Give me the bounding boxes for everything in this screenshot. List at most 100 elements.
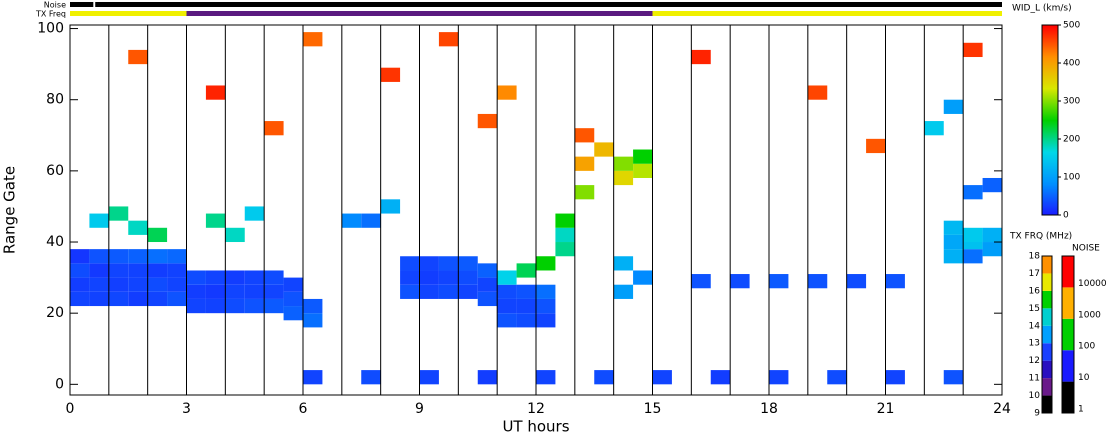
cell [594,370,614,385]
cell [244,206,265,221]
cell [982,177,1002,193]
cell [283,306,303,321]
cell [167,277,187,292]
colorbar-swatch [1042,83,1058,86]
cell [438,256,459,271]
colorbar-swatch [1042,193,1058,196]
colorbar-swatch [1042,71,1058,74]
freq-tick-label: 12 [1029,356,1040,366]
colorbar-swatch [1042,121,1058,124]
cell [613,170,634,186]
colorbar-swatch [1042,95,1058,98]
cell [516,284,536,299]
cell [633,270,653,285]
colorbar-swatch [1042,195,1058,198]
cell [303,298,323,314]
cell [419,284,439,299]
cell [108,206,129,221]
colorbar-swatch [1042,171,1058,174]
colorbar-tick-label: 400 [1063,59,1080,69]
cell [516,263,536,278]
cell [303,313,323,328]
colorbar-swatch [1042,173,1058,176]
colorbar-tick-label: 500 [1063,21,1080,31]
cell [186,270,206,285]
cell [555,213,575,228]
colorbar-swatch [1042,107,1058,110]
colorbar-swatch [1042,77,1058,80]
freq-label: TX Freq [35,10,66,19]
cell [147,277,168,292]
colorbar-swatch [1042,169,1058,172]
cell [128,220,148,235]
x-axis-label: UT hours [502,418,569,435]
cell [885,370,905,385]
colorbar-swatch [1042,191,1058,194]
colorbar-swatch [1042,87,1058,90]
freq-swatch [1042,360,1052,379]
noise-swatch [1062,350,1074,382]
colorbar-swatch [1042,139,1058,142]
colorbar-swatch [1042,127,1058,130]
cell [108,291,129,307]
cell [147,291,168,307]
colorbar-swatch [1042,117,1058,120]
cell [943,249,964,264]
cell [943,370,964,385]
cell [225,284,245,299]
colorbar-swatch [1042,93,1058,96]
colorbar-swatch [1042,109,1058,112]
cell [225,270,245,285]
freq-swatch [1042,273,1052,291]
colorbar-swatch [1042,163,1058,166]
cell [438,270,459,285]
x-tick-label: 3 [182,401,191,417]
freq-swatch [1042,256,1052,274]
cell [574,128,595,143]
cell [613,156,634,171]
cell [70,291,90,307]
noise-swatch [1062,318,1074,351]
cell [497,298,517,314]
colorbar-swatch [1042,41,1058,44]
colorbar-swatch [1042,55,1058,58]
cell [264,270,284,285]
colorbar-swatch [1042,101,1058,104]
cell [730,274,750,289]
colorbar-swatch [1042,73,1058,76]
colorbar-swatch [1042,205,1058,208]
colorbar-swatch [1042,89,1058,92]
noise-tick-label: 1000 [1078,310,1101,320]
cell [769,370,789,385]
cell [89,263,109,278]
colorbar-swatch [1042,67,1058,70]
cell [963,185,983,200]
colorbar-swatch [1042,35,1058,38]
colorbar-swatch [1042,103,1058,106]
colorbar-swatch [1042,207,1058,210]
colorbar-swatch [1042,211,1058,214]
cell [225,298,245,314]
cell [555,227,575,243]
cell [361,370,381,385]
cell [70,249,90,264]
cell [497,313,517,328]
y-axis-label: Range Gate [1,166,19,254]
cell [167,263,187,278]
cell [458,256,478,271]
freq-segment [186,11,653,16]
colorbar-swatch [1042,75,1058,78]
cell [536,256,556,271]
cell [497,284,517,299]
colorbar-swatch [1042,123,1058,126]
cell [70,277,90,292]
cell [477,291,498,307]
freq-tick-label: 13 [1029,339,1040,349]
cell [924,121,944,136]
colorbar-swatch [1042,39,1058,42]
freq-swatch [1042,395,1052,413]
cell [128,249,148,264]
cell [303,32,323,47]
noise-segment [95,2,1002,7]
cell [400,270,420,285]
